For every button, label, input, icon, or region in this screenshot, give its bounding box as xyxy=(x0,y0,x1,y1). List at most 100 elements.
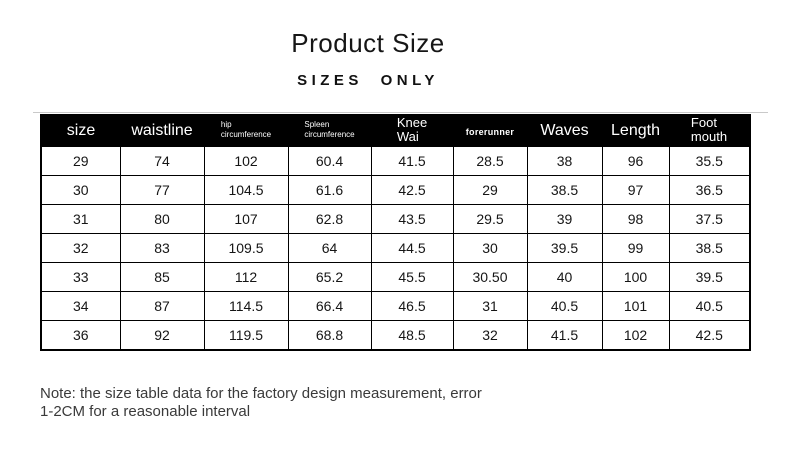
table-cell: 39.5 xyxy=(526,233,603,264)
table-cell: 42.5 xyxy=(370,175,454,206)
table-cell: 61.6 xyxy=(287,175,372,206)
note-line-1: Note: the size table data for the factor… xyxy=(40,384,482,402)
table-cell: 29.5 xyxy=(452,204,528,235)
table-cell: 32 xyxy=(40,233,121,264)
table-cell: 119.5 xyxy=(203,320,289,351)
table-cell: 33 xyxy=(40,262,121,293)
note-text: Note: the size table data for the factor… xyxy=(40,385,800,422)
table-cell: 30 xyxy=(452,233,528,264)
column-header-waves: Waves xyxy=(527,115,602,147)
table-cell: 65.2 xyxy=(287,262,372,293)
column-header-label: Length xyxy=(611,122,660,140)
column-header-label: waistline xyxy=(131,122,193,140)
table-cell: 41.5 xyxy=(526,320,603,351)
table-cell: 48.5 xyxy=(370,320,454,351)
page-title: Product Size xyxy=(291,28,445,58)
size-table: size waistline hip circumference Spleen cir… xyxy=(40,114,751,351)
header-row: size waistline hip circumference Spleen cir… xyxy=(41,115,750,147)
table-cell: 45.5 xyxy=(370,262,454,293)
table-cell: 68.8 xyxy=(287,320,372,351)
table-cell: 99 xyxy=(601,233,670,264)
table-cell: 35.5 xyxy=(668,146,751,177)
table-cell: 74 xyxy=(119,146,205,177)
table-cell: 29 xyxy=(40,146,121,177)
table-row: 32 83 109.5 64 44.5 30 39.5 99 38.5 xyxy=(40,233,751,264)
table-row: 34 87 114.5 66.4 46.5 31 40.5 101 40.5 xyxy=(40,291,751,322)
column-header-label: Spleen circumference xyxy=(304,120,355,140)
note-line-2: 1-2CM for a reasonable interval xyxy=(40,403,251,421)
table-cell: 31 xyxy=(452,291,528,322)
column-header-label: size xyxy=(66,122,96,140)
table-cell: 46.5 xyxy=(370,291,454,322)
column-header-foot-mouth: Foot mouth xyxy=(669,115,750,147)
top-hairline xyxy=(33,112,768,113)
table-cell: 101 xyxy=(601,291,670,322)
table-cell: 98 xyxy=(601,204,670,235)
table-cell: 28.5 xyxy=(452,146,528,177)
table-row: 31 80 107 62.8 43.5 29.5 39 98 37.5 xyxy=(40,204,751,235)
table-cell: 97 xyxy=(601,175,670,206)
column-header-size: size xyxy=(41,115,120,147)
table-cell: 38.5 xyxy=(668,233,751,264)
table-cell: 40.5 xyxy=(668,291,751,322)
table-cell: 39.5 xyxy=(668,262,751,293)
table-cell: 96 xyxy=(601,146,670,177)
table-cell: 30.50 xyxy=(452,262,528,293)
column-header-knee-wai: Knee Wai xyxy=(371,115,453,147)
table-cell: 109.5 xyxy=(203,233,289,264)
table-cell: 40 xyxy=(526,262,603,293)
table-cell: 114.5 xyxy=(203,291,289,322)
size-table-header: size waistline hip circumference Spleen cir… xyxy=(41,115,750,147)
column-header-label: forerunner xyxy=(465,127,515,138)
table-cell: 44.5 xyxy=(370,233,454,264)
table-row: 36 92 119.5 68.8 48.5 32 41.5 102 42.5 xyxy=(40,320,751,351)
column-header-label: Waves xyxy=(540,122,589,140)
table-cell: 32 xyxy=(452,320,528,351)
table-cell: 77 xyxy=(119,175,205,206)
table-cell: 102 xyxy=(601,320,670,351)
column-header-forerunner: forerunner xyxy=(453,115,527,147)
table-cell: 39 xyxy=(526,204,603,235)
table-cell: 42.5 xyxy=(668,320,751,351)
column-header-label: Foot mouth xyxy=(690,115,728,145)
table-cell: 40.5 xyxy=(526,291,603,322)
table-cell: 87 xyxy=(119,291,205,322)
table-cell: 62.8 xyxy=(287,204,372,235)
table-cell: 30 xyxy=(40,175,121,206)
column-header-hip-circumference: hip circumference xyxy=(204,115,288,147)
table-cell: 37.5 xyxy=(668,204,751,235)
table-row: 29 74 102 60.4 41.5 28.5 38 96 35.5 xyxy=(40,146,751,177)
table-cell: 38 xyxy=(526,146,603,177)
column-header-waistline: waistline xyxy=(120,115,204,147)
table-cell: 43.5 xyxy=(370,204,454,235)
table-cell: 112 xyxy=(203,262,289,293)
table-cell: 100 xyxy=(601,262,670,293)
table-cell: 107 xyxy=(203,204,289,235)
table-cell: 36 xyxy=(40,320,121,351)
table-cell: 36.5 xyxy=(668,175,751,206)
table-cell: 66.4 xyxy=(287,291,372,322)
column-header-label: hip circumference xyxy=(220,120,272,140)
table-cell: 31 xyxy=(40,204,121,235)
table-cell: 38.5 xyxy=(526,175,603,206)
column-header-length: Length xyxy=(602,115,669,147)
table-cell: 41.5 xyxy=(370,146,454,177)
heading-block: Product Size SIZES ONLY xyxy=(0,28,768,89)
size-table-body: 29 74 102 60.4 41.5 28.5 38 96 35.5 30 77 104.5 61.6… xyxy=(40,146,751,351)
table-cell: 64 xyxy=(287,233,372,264)
table-cell: 34 xyxy=(40,291,121,322)
table-row: 30 77 104.5 61.6 42.5 29 38.5 97 36.5 xyxy=(40,175,751,206)
table-cell: 29 xyxy=(452,175,528,206)
table-cell: 104.5 xyxy=(203,175,289,206)
page-subtitle: SIZES ONLY xyxy=(297,72,439,89)
page: Product Size SIZES ONLY size waistline hip… xyxy=(0,28,800,466)
column-header-spleen-circumference: Spleen circumference xyxy=(288,115,371,147)
table-row: 33 85 112 65.2 45.5 30.50 40 100 39.5 xyxy=(40,262,751,293)
table-cell: 92 xyxy=(119,320,205,351)
column-header-label: Knee Wai xyxy=(396,115,428,145)
table-cell: 102 xyxy=(203,146,289,177)
table-cell: 83 xyxy=(119,233,205,264)
table-cell: 60.4 xyxy=(287,146,372,177)
table-cell: 85 xyxy=(119,262,205,293)
table-cell: 80 xyxy=(119,204,205,235)
